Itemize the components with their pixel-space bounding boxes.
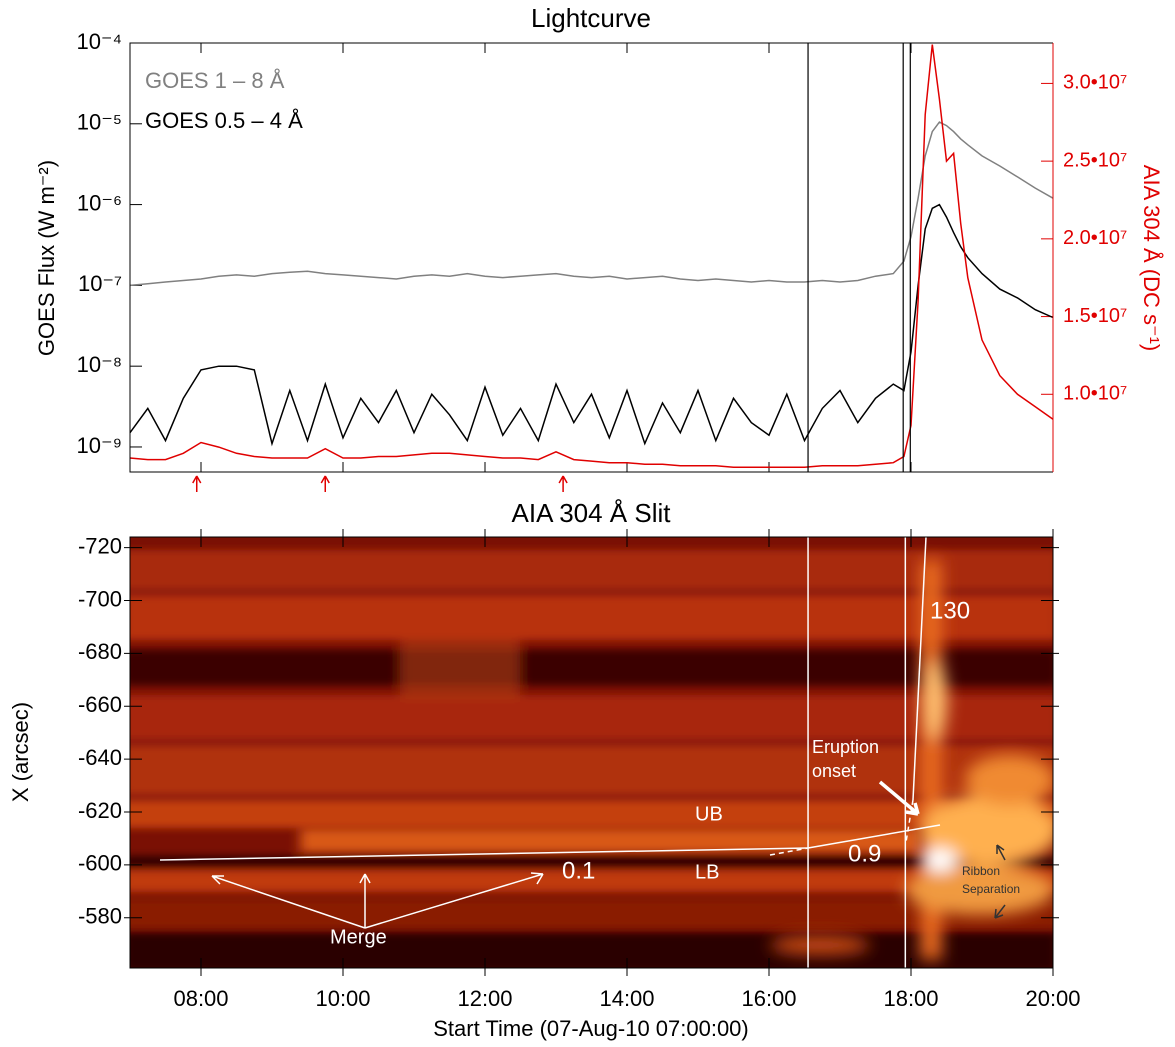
chart-title: Lightcurve [531,3,651,33]
y2-tick-label: 3.0•10⁷ [1063,72,1127,94]
annotation: Merge [330,926,387,948]
annotation: Separation [962,882,1020,896]
y2-axis-label: AIA 304 Å (DC s⁻¹) [1139,165,1164,351]
annotation: 0.1 [562,857,595,884]
y-tick-label: -680 [78,639,122,664]
y-tick-label: -720 [78,533,122,558]
series-line [129,203,1054,447]
legend-label: GOES 1 – 8 Å [145,68,285,93]
series-line [129,44,1054,469]
event-arrow [558,475,568,492]
legend-label: GOES 0.5 – 4 Å [145,108,303,133]
x-tick-label: 10:00 [315,986,370,1011]
y-axis-label: GOES Flux (W m⁻²) [34,160,59,356]
y2-tick-label: 1.0•10⁷ [1063,383,1127,405]
y-tick-label: -700 [78,586,122,611]
y-tick-label: 10⁻⁷ [78,271,122,296]
y-tick-label: 10⁻⁵ [77,110,122,135]
y-tick-label: -600 [78,851,122,876]
y-tick-label: -620 [78,798,122,823]
ribbon-arrows [994,844,1006,919]
x-tick-label: 20:00 [1025,986,1080,1011]
x-axis-label: Start Time (07-Aug-10 07:00:00) [433,1016,749,1041]
annotation: 0.9 [848,840,881,867]
chart-title: AIA 304 Å Slit [512,498,672,528]
x-tick-label: 12:00 [457,986,512,1011]
axes-frame [129,42,1053,473]
annotation: onset [812,761,856,781]
x-tick-label: 08:00 [173,986,228,1011]
y-tick-label: 10⁻⁸ [77,352,122,377]
event-arrow [320,475,330,492]
x-tick-label: 14:00 [599,986,654,1011]
annotation: Eruption [812,737,879,757]
y-tick-label: 10⁻⁶ [77,190,122,215]
y-tick-label: 10⁻⁴ [76,29,122,54]
y-tick-label: -660 [78,692,122,717]
y-axis-label: X (arcsec) [8,702,33,802]
y2-tick-label: 2.0•10⁷ [1063,227,1127,249]
y2-tick-label: 1.5•10⁷ [1063,305,1127,327]
y-tick-label: 10⁻⁹ [76,433,122,458]
annotation: UB [695,803,723,825]
slit-image [130,537,1053,968]
x-tick-label: 16:00 [741,986,796,1011]
annotation: LB [695,861,719,883]
axes-frame [129,536,1054,969]
series-line [129,121,1054,287]
y2-tick-label: 2.5•10⁷ [1063,149,1127,171]
y-tick-label: -640 [78,745,122,770]
annotation: 130 [930,597,970,624]
annotation-lines [159,536,941,929]
annotation: Ribbon [962,864,1000,878]
y-tick-label: -580 [78,904,122,929]
event-arrow [192,475,202,492]
x-tick-label: 18:00 [883,986,938,1011]
